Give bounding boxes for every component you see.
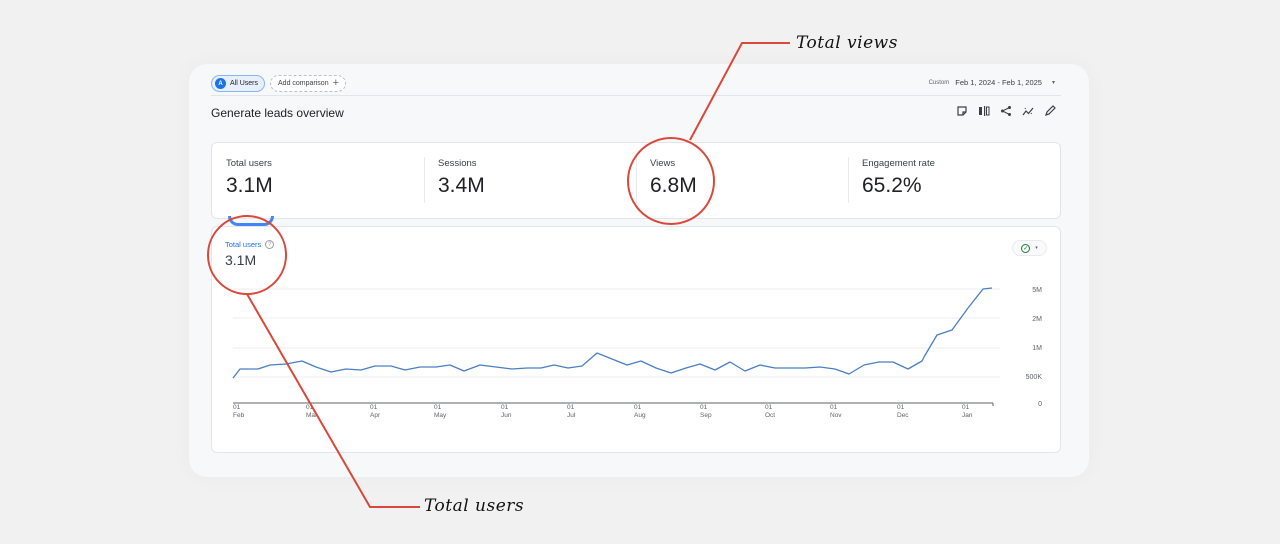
page-title: Generate leads overview: [211, 106, 344, 120]
metric-label: Total users: [226, 158, 272, 169]
y-tick-label: 5M: [1032, 287, 1042, 294]
compare-icon[interactable]: [977, 104, 991, 118]
metric-value: 65.2%: [862, 174, 922, 197]
segment-row: A All Users Add comparison +: [211, 75, 347, 92]
add-comparison-label: Add comparison: [278, 80, 329, 87]
gridlines: [233, 288, 1000, 378]
x-tick-day: 01: [434, 404, 442, 411]
x-tick-month: Nov: [830, 412, 842, 419]
edit-icon[interactable]: [1043, 104, 1057, 118]
metric-engagement-rate[interactable]: Engagement rate 65.2%: [848, 143, 1060, 218]
series-line-total-users[interactable]: [232, 287, 993, 379]
all-users-label: All Users: [230, 80, 259, 87]
x-tick-month: Jun: [501, 412, 512, 419]
y-tick-label: 1M: [1032, 345, 1042, 352]
metric-label: Engagement rate: [862, 158, 935, 169]
chevron-down-icon: ▾: [1035, 245, 1038, 251]
x-tick-month: Apr: [370, 412, 381, 419]
plus-icon: +: [332, 77, 340, 89]
x-tick-day: 01: [700, 404, 708, 411]
chart-status-dropdown[interactable]: ✓ ▾: [1012, 240, 1047, 256]
help-icon[interactable]: ?: [265, 240, 275, 249]
date-range-picker[interactable]: Custom Feb 1, 2024 - Feb 1, 2025 ▾: [929, 78, 1055, 87]
x-tick-month: Feb: [233, 412, 245, 419]
x-tick-day: 01: [501, 404, 509, 411]
x-tick-month: Mar: [306, 412, 318, 419]
x-tick-day: 01: [962, 404, 970, 411]
date-prefix: Custom: [928, 79, 950, 86]
date-range-value: Feb 1, 2024 - Feb 1, 2025: [955, 78, 1042, 87]
metric-value: 3.1M: [226, 174, 273, 197]
chart-metric-value: 3.1M: [225, 252, 257, 268]
metric-sessions[interactable]: Sessions 3.4M: [424, 143, 636, 218]
x-tick-day: 01: [830, 404, 838, 411]
chart-metric-label: Total users ?: [225, 240, 275, 249]
x-tick-month: May: [434, 412, 447, 419]
note-icon[interactable]: [955, 104, 969, 118]
users-highlight-circle: [207, 215, 287, 295]
x-tick-month: Oct: [765, 412, 775, 419]
y-tick-label: 2M: [1032, 316, 1042, 323]
check-circle-icon: ✓: [1021, 243, 1031, 253]
chevron-down-icon: ▾: [1051, 80, 1055, 86]
add-comparison-button[interactable]: Add comparison +: [270, 75, 347, 92]
views-highlight-circle: [627, 137, 715, 225]
x-tick-day: 01: [634, 404, 642, 411]
x-tick-day: 01: [370, 404, 378, 411]
x-tick-day: 01: [306, 404, 314, 411]
metric-label: Views: [650, 158, 676, 169]
chart-card: [211, 226, 1061, 453]
insights-icon[interactable]: [1021, 104, 1035, 118]
x-tick-day: 01: [233, 404, 241, 411]
annotation-total-views: Total views: [796, 33, 898, 53]
report-toolbar: [955, 104, 1057, 118]
x-tick-month: Aug: [634, 412, 646, 419]
x-tick-month: Sep: [700, 412, 712, 419]
users-callout-line: [246, 293, 420, 508]
x-tick-month: Jan: [962, 412, 973, 419]
metric-views[interactable]: Views 6.8M: [636, 143, 848, 218]
annotation-overlay: [207, 42, 790, 508]
metric-value: 3.4M: [438, 174, 485, 197]
y-tick-label: 0: [1038, 401, 1042, 408]
chart-metric-name: Total users: [225, 240, 262, 249]
views-callout-line: [689, 42, 790, 141]
metric-value: 6.8M: [650, 174, 697, 197]
x-tick-day: 01: [897, 404, 905, 411]
x-tick-month: Dec: [897, 412, 909, 419]
share-icon[interactable]: [999, 104, 1013, 118]
y-axis-labels: 0 500K 1M 2M 5M: [1026, 287, 1043, 408]
metric-total-users[interactable]: Total users 3.1M: [212, 143, 424, 218]
x-tick-day: 01: [765, 404, 773, 411]
metric-label: Sessions: [438, 158, 477, 169]
y-tick-label: 500K: [1026, 374, 1043, 381]
segment-avatar-icon: A: [215, 78, 226, 89]
annotation-total-users: Total users: [424, 496, 525, 516]
header-divider: [211, 95, 1061, 96]
x-tick-day: 01: [567, 404, 575, 411]
x-tick-month: Jul: [567, 412, 576, 419]
x-axis-labels: 01Feb01Mar01Apr01May01Jun01Jul01Aug01Sep…: [233, 404, 973, 419]
all-users-chip[interactable]: A All Users: [211, 75, 266, 92]
